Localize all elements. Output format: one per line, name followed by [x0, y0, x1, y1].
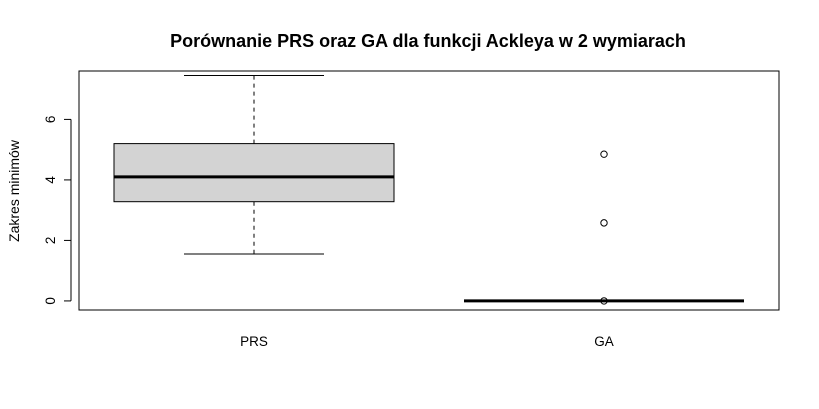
- y-axis-label: Zakres minimów: [6, 139, 22, 242]
- x-tick-label: PRS: [240, 334, 268, 349]
- x-axis: PRS GA: [240, 334, 614, 349]
- box-ga: [464, 150, 744, 305]
- y-tick-label: 2: [43, 237, 58, 245]
- y-axis: 0 2 4 6: [43, 116, 72, 305]
- y-tick-label: 4: [43, 176, 58, 184]
- x-tick-label: GA: [594, 334, 614, 349]
- plot-frame: [78, 70, 780, 311]
- outlier-point: [600, 297, 608, 305]
- boxes: [113, 75, 744, 305]
- outlier-point: [600, 219, 608, 227]
- box-prs: [113, 75, 395, 255]
- y-tick-label: 6: [43, 116, 58, 124]
- y-tick-label: 0: [43, 297, 58, 305]
- outlier-point: [600, 150, 608, 158]
- chart-title: Porównanie PRS oraz GA dla funkcji Ackle…: [170, 31, 686, 51]
- box-iqr: [113, 143, 395, 203]
